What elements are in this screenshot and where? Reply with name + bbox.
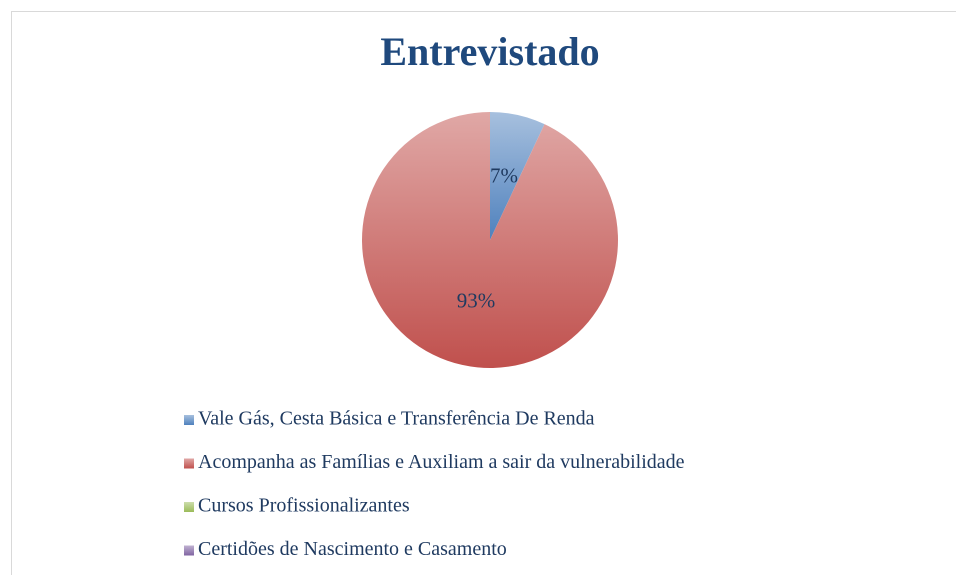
data-label: 93% xyxy=(457,288,496,312)
chart-title: Entrevistado xyxy=(380,29,599,74)
legend-label: Certidões de Nascimento e Casamento xyxy=(198,538,507,560)
pie-slice xyxy=(490,112,545,240)
legend-swatch xyxy=(184,545,194,556)
legend-swatch xyxy=(184,502,194,512)
data-label: 7% xyxy=(490,163,518,187)
legend-label: Cursos Profissionalizantes xyxy=(198,495,410,517)
legend-swatch xyxy=(184,415,194,425)
legend-swatch xyxy=(184,458,194,469)
legend-label: Acompanha as Famílias e Auxiliam a sair … xyxy=(198,451,685,473)
legend-label: Vale Gás, Cesta Básica e Transferência D… xyxy=(198,408,595,430)
pie-slice xyxy=(362,112,618,368)
